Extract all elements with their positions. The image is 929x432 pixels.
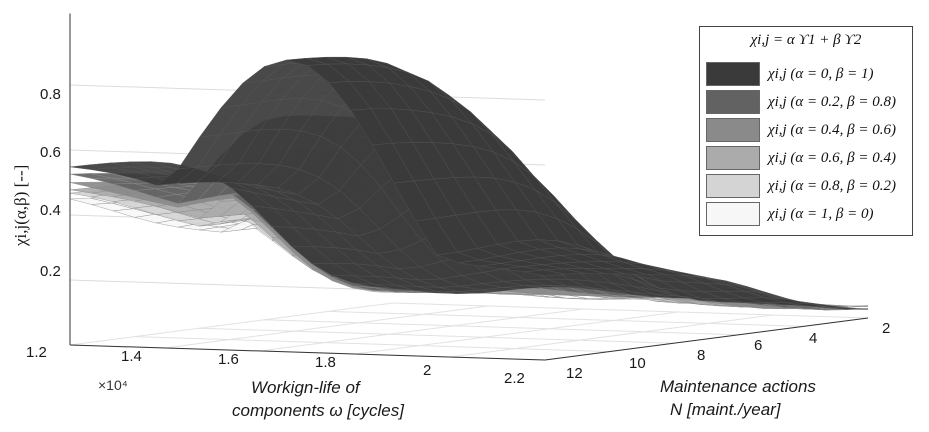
x-axis-label-line1: Workign-life of (251, 378, 362, 397)
omega-tick-label: 1.8 (315, 354, 336, 371)
omega-axis-ticks: 1.2 1.4 1.6 1.8 2 2.2 (26, 344, 525, 387)
z-axis-label: χi,j(α,β) [--] (11, 165, 30, 247)
omega-tick-label: 2 (423, 362, 431, 379)
floor-gridline (134, 336, 610, 353)
omega-axis-line (69, 344, 546, 361)
n-axis-ticks: 12 10 8 6 4 2 (566, 320, 890, 382)
legend-label: χi,j (α = 0.6, β = 0.4) (768, 149, 897, 166)
omega-tick-label: 2.2 (504, 370, 525, 387)
n-tick-label: 12 (566, 365, 583, 382)
legend: χi,j = α ϒ1 + β ϒ2 χi,j (α = 0, β = 1) χ… (699, 26, 913, 236)
n-tick-label: 8 (697, 347, 705, 364)
n-tick-label: 2 (882, 320, 890, 337)
n-tick-label: 10 (629, 355, 646, 372)
legend-label: χi,j (α = 0.8, β = 0.2) (768, 177, 897, 194)
legend-item: χi,j (α = 0.4, β = 0.6) (706, 117, 896, 143)
axes-lines (69, 13, 869, 361)
z-tick-label: 0.8 (40, 86, 61, 103)
floor-gridline (354, 311, 679, 355)
floor-gridline (328, 310, 804, 327)
legend-swatch (706, 202, 760, 226)
legend-label: χi,j (α = 1, β = 0) (768, 205, 874, 222)
legend-swatch (706, 118, 760, 142)
surface-patch (826, 307, 869, 310)
n-axis-line (544, 317, 869, 361)
legend-item: χi,j (α = 0.2, β = 0.8) (706, 89, 896, 115)
z-axis-ticks: 0.8 0.6 0.4 0.2 (40, 86, 61, 280)
floor-gridline (69, 302, 394, 346)
legend-label: χi,j (α = 0.4, β = 0.6) (768, 121, 897, 138)
legend-item: χi,j (α = 0, β = 1) (706, 61, 874, 87)
n-axis-label-line2: N [maint./year] (670, 400, 782, 419)
surface-patch (826, 305, 869, 307)
floor-gridline (164, 305, 489, 349)
n-tick-label: 4 (809, 330, 817, 347)
floor-panel (70, 305, 868, 360)
floor-gridline (392, 302, 869, 319)
floor-gridline (199, 327, 675, 344)
omega-tick-label: 1.2 (26, 344, 47, 361)
floor-gridline (259, 308, 584, 352)
z-tick-label: 0.6 (40, 144, 61, 161)
legend-swatch (706, 146, 760, 170)
floor-gridline (449, 314, 774, 358)
z-tick-label: 0.4 (40, 202, 61, 219)
legend-swatch (706, 174, 760, 198)
omega-tick-label: 1.6 (218, 351, 239, 368)
legend-label: χi,j (α = 0.2, β = 0.8) (768, 93, 897, 110)
legend-title: χi,j = α ϒ1 + β ϒ2 (750, 32, 862, 48)
x-multiplier-label: ×10⁴ (98, 377, 128, 393)
surfaces-layer (69, 56, 869, 311)
x-axis-label-line2: components ω [cycles] (232, 401, 405, 420)
legend-item: χi,j (α = 0.8, β = 0.2) (706, 173, 896, 199)
floor-gridline (263, 319, 739, 336)
surface-series (69, 56, 869, 310)
legend-item: χi,j (α = 0.6, β = 0.4) (706, 145, 896, 171)
legend-label: χi,j (α = 0, β = 1) (768, 65, 874, 82)
n-tick-label: 6 (754, 337, 762, 354)
omega-tick-label: 1.4 (121, 348, 142, 365)
n-axis-label-line1: Maintenance actions (660, 377, 816, 396)
legend-swatch (706, 90, 760, 114)
z-tick-label: 0.2 (40, 263, 61, 280)
legend-swatch (706, 62, 760, 86)
legend-item: χi,j (α = 1, β = 0) (706, 201, 874, 227)
